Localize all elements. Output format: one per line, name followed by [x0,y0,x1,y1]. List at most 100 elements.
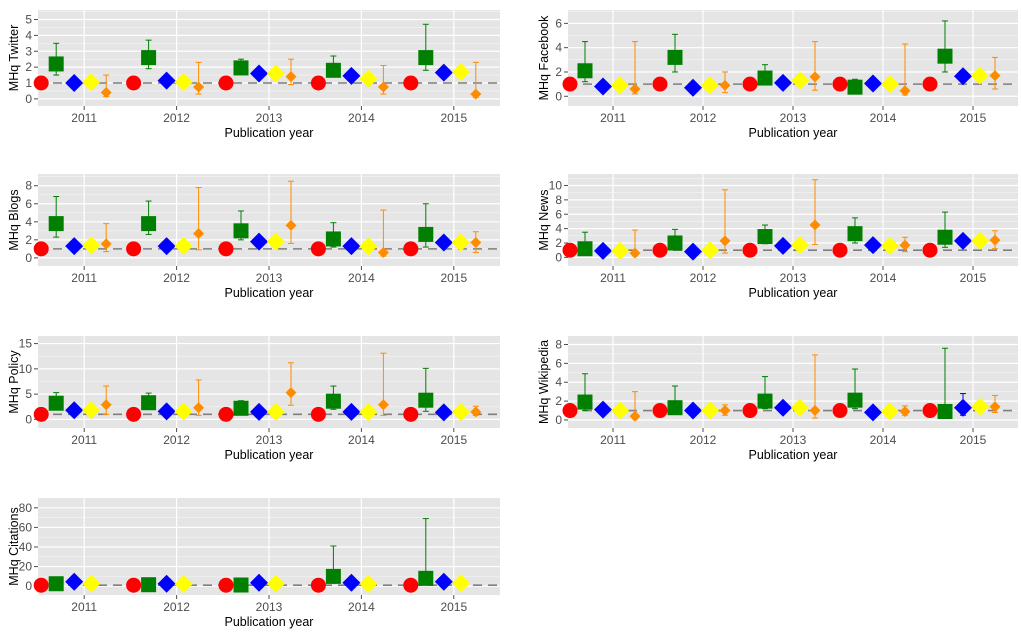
x-tick-label: 2013 [780,111,807,125]
data-point-diamond [451,402,470,421]
data-point-square [757,70,773,86]
data-point-diamond [864,236,882,255]
data-point-square [757,393,773,409]
data-point-square [233,577,249,593]
data-point-diamond [881,75,899,94]
x-tick-label: 2014 [348,433,375,447]
x-tick-label: 2013 [256,433,283,447]
y-tick-label: 6 [555,16,562,30]
data-point-diamond [719,405,731,417]
y-tick-label: 5 [25,387,32,401]
data-point-circle [126,406,142,422]
data-point-circle [126,75,142,91]
x-tick-label: 2014 [348,111,375,125]
data-point-diamond [864,74,882,93]
data-point-diamond [881,402,899,421]
data-point-square [667,400,683,416]
data-point-square [937,403,953,419]
x-tick-label: 2015 [960,271,987,285]
data-point-circle [922,76,938,92]
data-point-diamond [82,574,101,593]
y-tick-label: 2 [555,236,562,250]
data-point-diamond [774,236,792,255]
data-point-diamond [434,572,453,591]
y-axis-title: MHq Facebook [537,15,551,101]
data-point-diamond [434,63,453,82]
data-point-diamond [954,231,972,250]
data-point-diamond [989,234,1001,246]
data-point-square [325,393,341,409]
chart-panel-5: 0 5 10 15 2011 2012 2013 2014 2015 Publication ye… [7,336,500,462]
data-point-diamond [899,85,911,97]
data-point-diamond [899,405,911,417]
data-point-diamond [193,228,205,240]
x-tick-label: 2011 [71,433,97,447]
x-tick-label: 2015 [440,111,467,125]
data-point-diamond [359,237,378,256]
x-tick-label: 2011 [600,111,626,125]
error-bar [288,180,294,244]
data-point-diamond [157,402,176,421]
data-point-diamond [342,237,361,256]
x-tick-label: 2014 [348,271,375,285]
y-tick-label: 4 [555,41,562,55]
data-point-diamond [989,401,1001,413]
data-point-diamond [100,87,112,99]
y-tick-label: 2 [555,65,562,79]
data-point-square [937,48,953,64]
data-point-square [847,392,863,408]
y-tick-label: 6 [555,207,562,221]
data-point-circle [33,577,49,593]
data-point-circle [310,577,326,593]
x-tick-label: 2012 [163,111,190,125]
x-tick-label: 2014 [870,111,897,125]
y-tick-label: 5 [25,13,32,27]
x-tick-label: 2015 [440,433,467,447]
data-point-diamond [157,237,176,256]
data-point-diamond [451,574,470,593]
data-point-circle [403,241,419,257]
data-point-square [233,223,249,239]
data-point-diamond [629,83,641,95]
data-point-diamond [701,76,719,95]
data-point-diamond [434,403,453,422]
data-point-diamond [157,574,176,593]
data-point-diamond [791,398,809,417]
data-point-diamond [594,241,612,260]
error-bar [812,179,818,245]
data-point-square [577,394,593,410]
x-tick-label: 2012 [163,433,190,447]
x-tick-label: 2015 [960,433,987,447]
data-point-diamond [881,236,899,255]
data-point-circle [218,406,234,422]
data-point-diamond [611,76,629,95]
data-point-diamond [719,79,731,91]
x-tick-label: 2013 [256,600,283,614]
data-point-diamond [684,401,702,420]
data-point-diamond [267,402,285,421]
y-tick-label: 3 [25,44,32,58]
data-point-diamond [65,572,84,591]
data-point-diamond [684,242,702,261]
y-tick-label: 0 [25,412,32,426]
data-point-diamond [157,71,176,90]
data-point-square [667,235,683,251]
data-point-square [141,577,157,593]
data-point-diamond [701,241,719,260]
data-point-circle [126,577,142,593]
data-point-diamond [250,232,268,251]
data-point-circle [403,406,419,422]
data-point-square [325,231,341,247]
y-tick-label: 4 [25,28,32,42]
data-point-circle [742,403,758,419]
x-tick-label: 2013 [256,271,283,285]
y-tick-label: 0 [25,579,32,593]
x-tick-label: 2014 [870,433,897,447]
x-tick-label: 2011 [600,433,626,447]
data-point-diamond [684,78,702,97]
data-point-diamond [774,73,792,92]
data-point-diamond [100,399,112,411]
data-point-square [418,570,434,586]
y-axis-title: MHq Wikipedia [537,340,551,424]
y-tick-label: 4 [555,375,562,389]
